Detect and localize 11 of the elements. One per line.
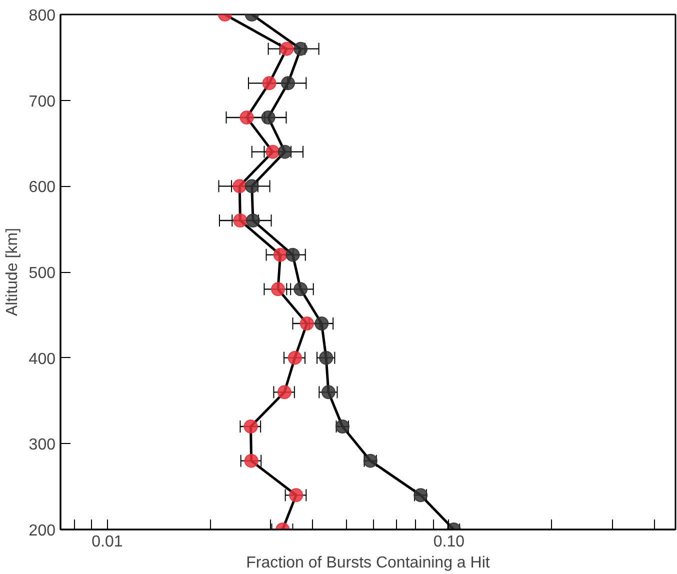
y-axis-title: Altitude [km] bbox=[4, 228, 21, 316]
y-tick-label: 200 bbox=[28, 522, 56, 540]
x-tick-label: 0.10 bbox=[433, 534, 465, 550]
y-tick-label: 700 bbox=[28, 93, 56, 110]
y-tick-label: 600 bbox=[28, 179, 56, 196]
y-tick-label: 500 bbox=[28, 265, 56, 282]
x-axis-title: Fraction of Bursts Containing a Hit bbox=[246, 554, 490, 572]
y-tick-label: 800 bbox=[28, 8, 56, 24]
y-tick-label: 300 bbox=[28, 436, 56, 454]
y-tick-label: 400 bbox=[28, 350, 56, 368]
x-tick-label: 0.01 bbox=[92, 534, 123, 550]
